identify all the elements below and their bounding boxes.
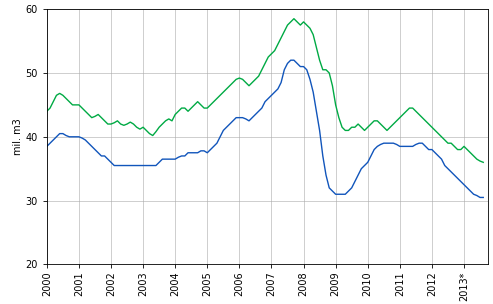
Building starts: [204, 151, 210, 154]
Building starts: [44, 144, 50, 148]
Building starts: [237, 116, 243, 119]
Line: Building starts: Building starts: [47, 60, 483, 198]
Building permits granted: [317, 58, 322, 62]
Line: Building permits granted: Building permits granted: [47, 19, 483, 162]
Building permits granted: [237, 76, 243, 80]
Building starts: [480, 196, 486, 199]
Building starts: [384, 141, 390, 145]
Building starts: [317, 129, 322, 132]
Building permits granted: [195, 100, 201, 103]
Building starts: [288, 58, 294, 62]
Building starts: [477, 196, 483, 199]
Y-axis label: mil. m3: mil. m3: [13, 119, 23, 155]
Building permits granted: [204, 106, 210, 110]
Building permits granted: [384, 129, 390, 132]
Building permits granted: [291, 17, 297, 21]
Building permits granted: [105, 122, 111, 126]
Building starts: [195, 151, 201, 154]
Building permits granted: [44, 109, 50, 113]
Building starts: [105, 157, 111, 161]
Building permits granted: [480, 161, 486, 164]
